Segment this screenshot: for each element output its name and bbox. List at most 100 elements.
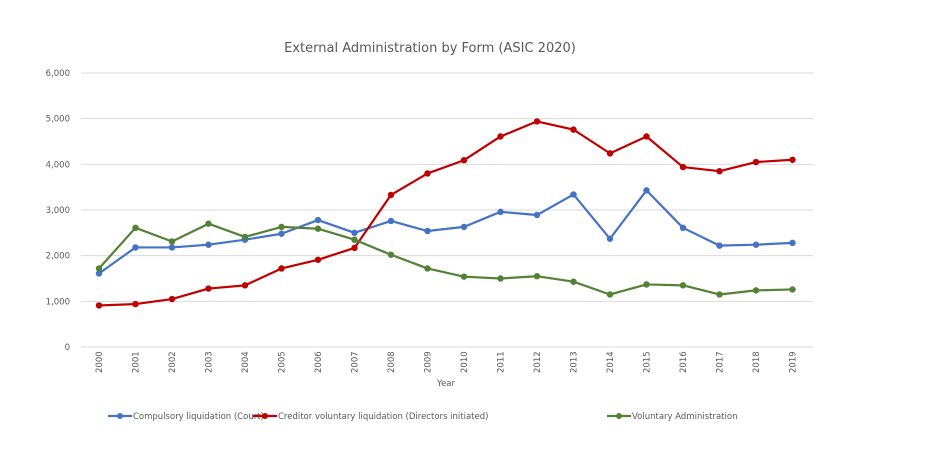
series-lines <box>96 118 796 308</box>
data-point <box>169 296 175 302</box>
legend: Compulsory liquidation (Court) Creditor v… <box>108 412 737 422</box>
data-point <box>96 302 102 308</box>
data-point <box>789 157 795 163</box>
data-point <box>205 221 211 227</box>
y-tick-label: 1,000 <box>46 297 70 307</box>
x-tick-label: 2014 <box>606 351 616 373</box>
x-tick-label: 2017 <box>716 351 726 373</box>
data-point <box>205 285 211 291</box>
series-line <box>99 190 793 273</box>
data-point <box>351 230 357 236</box>
data-point <box>424 170 430 176</box>
legend-label: Creditor voluntary liquidation (Director… <box>278 412 488 422</box>
data-point <box>315 257 321 263</box>
x-tick-label: 2012 <box>533 351 543 373</box>
series-line <box>99 121 793 305</box>
data-point <box>680 225 686 231</box>
y-axis-ticks: 0 1,000 2,000 3,000 4,000 5,000 6,000 <box>46 69 70 353</box>
data-point <box>534 273 540 279</box>
x-tick-label: 2003 <box>205 351 215 373</box>
x-tick-label: 2011 <box>497 351 507 373</box>
data-point <box>497 209 503 215</box>
data-point <box>643 187 649 193</box>
data-point <box>132 225 138 231</box>
data-point <box>607 236 613 242</box>
data-point <box>424 265 430 271</box>
data-point <box>643 133 649 139</box>
data-point <box>753 159 759 165</box>
data-point <box>716 168 722 174</box>
data-point <box>497 275 503 281</box>
data-point <box>351 245 357 251</box>
x-tick-label: 2004 <box>241 351 251 373</box>
legend-item: Voluntary Administration <box>607 412 737 422</box>
data-point <box>643 281 649 287</box>
data-point <box>278 265 284 271</box>
data-point <box>716 291 722 297</box>
data-point <box>424 228 430 234</box>
y-tick-label: 3,000 <box>46 206 70 216</box>
data-point <box>789 286 795 292</box>
legend-label: Voluntary Administration <box>632 412 737 422</box>
data-point <box>351 236 357 242</box>
data-point <box>461 224 467 230</box>
data-point <box>461 157 467 163</box>
data-point <box>534 118 540 124</box>
legend-label: Compulsory liquidation (Court) <box>133 412 264 422</box>
data-point <box>534 212 540 218</box>
y-tick-label: 2,000 <box>46 252 70 262</box>
data-point <box>388 192 394 198</box>
y-tick-label: 4,000 <box>46 160 70 170</box>
data-point <box>132 244 138 250</box>
legend-marker <box>616 413 622 419</box>
data-point <box>497 133 503 139</box>
y-tick-label: 6,000 <box>46 69 70 79</box>
data-point <box>570 126 576 132</box>
data-point <box>789 240 795 246</box>
legend-item: Creditor voluntary liquidation (Director… <box>253 412 488 422</box>
data-point <box>132 301 138 307</box>
legend-marker <box>262 413 268 419</box>
chart-title: External Administration by Form (ASIC 20… <box>284 41 576 56</box>
data-point <box>716 242 722 248</box>
data-point <box>205 242 211 248</box>
x-axis-ticks: 2000 2001 2002 2003 2004 2005 2006 2007 2008 2009… <box>95 351 799 373</box>
legend-marker <box>117 413 123 419</box>
series-1 <box>96 187 796 277</box>
data-point <box>753 287 759 293</box>
data-point <box>315 217 321 223</box>
x-tick-label: 2005 <box>278 351 288 373</box>
data-point <box>388 252 394 258</box>
data-point <box>680 164 686 170</box>
series-line <box>99 224 793 295</box>
data-point <box>96 265 102 271</box>
data-point <box>570 278 576 284</box>
data-point <box>169 238 175 244</box>
data-point <box>169 244 175 250</box>
x-tick-label: 2016 <box>679 351 689 373</box>
data-point <box>242 282 248 288</box>
series-2 <box>96 118 796 308</box>
data-point <box>607 291 613 297</box>
data-point <box>242 234 248 240</box>
x-tick-label: 2008 <box>387 351 397 373</box>
x-tick-label: 2000 <box>95 351 105 373</box>
data-point <box>607 150 613 156</box>
legend-item: Compulsory liquidation (Court) <box>108 412 264 422</box>
data-point <box>388 218 394 224</box>
x-axis-label: Year <box>436 379 456 389</box>
x-tick-label: 2007 <box>351 351 361 373</box>
data-point <box>315 226 321 232</box>
x-tick-label: 2010 <box>460 351 470 373</box>
x-tick-label: 2015 <box>643 351 653 373</box>
x-tick-label: 2001 <box>132 351 142 373</box>
data-point <box>461 273 467 279</box>
data-point <box>278 231 284 237</box>
x-tick-label: 2019 <box>789 351 799 373</box>
data-point <box>570 191 576 197</box>
data-point <box>278 224 284 230</box>
x-tick-label: 2018 <box>752 351 762 373</box>
data-point <box>680 282 686 288</box>
x-tick-label: 2013 <box>570 351 580 373</box>
